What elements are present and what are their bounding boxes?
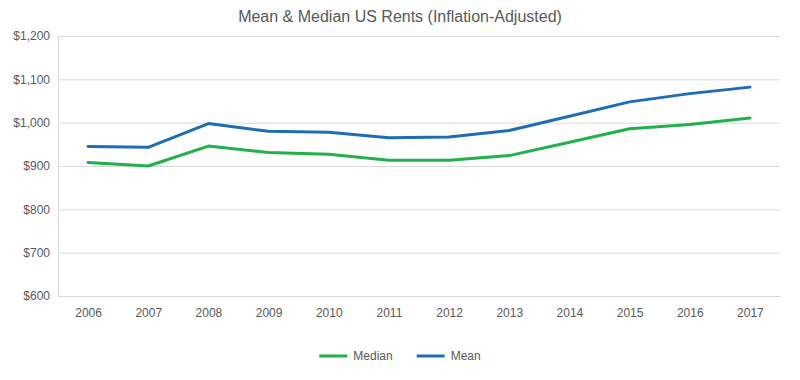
x-axis-line <box>59 296 781 297</box>
y-tick: $1,000 <box>13 116 780 130</box>
y-tick-label: $1,100 <box>13 73 50 87</box>
y-tick-label: $700 <box>23 246 50 260</box>
grid-line <box>58 79 780 80</box>
x-tick: 2007 <box>135 306 162 320</box>
x-tick-label: 2009 <box>256 306 283 320</box>
y-tick: $700 <box>23 246 780 260</box>
y-axis-line <box>59 37 781 297</box>
legend-swatch <box>319 355 347 358</box>
x-tick: 2011 <box>377 306 403 320</box>
x-tick: 2017 <box>737 306 764 320</box>
y-tick: $800 <box>23 203 780 217</box>
legend-swatch <box>417 355 445 358</box>
x-tick-label: 2015 <box>617 306 644 320</box>
legend-label: Mean <box>451 349 481 363</box>
x-tick-label: 2016 <box>677 306 704 320</box>
x-tick: 2009 <box>256 306 283 320</box>
x-tick-label: 2011 <box>377 306 403 320</box>
x-tick-label: 2010 <box>316 306 343 320</box>
x-tick: 2013 <box>496 306 523 320</box>
x-tick-label: 2014 <box>557 306 584 320</box>
x-tick-label: 2006 <box>75 306 102 320</box>
grid-line <box>58 123 780 124</box>
y-tick: $1,100 <box>13 73 780 87</box>
series-line <box>88 87 750 147</box>
x-tick: 2014 <box>557 306 584 320</box>
x-tick-label: 2017 <box>737 306 764 320</box>
y-tick: $600 <box>23 289 780 303</box>
grid-line <box>58 296 780 297</box>
series-group <box>88 87 750 166</box>
legend-item: Median <box>319 349 392 363</box>
grid-line <box>58 253 780 254</box>
y-tick: $1,200 <box>13 29 780 43</box>
chart: Mean & Median US Rents (Inflation-Adjust… <box>0 0 800 380</box>
x-tick-label: 2007 <box>135 306 162 320</box>
grid-line <box>58 166 780 167</box>
y-axis: $600 $700 $800 $900 $1,000 $1,100 $1,200 <box>13 29 780 303</box>
x-tick-label: 2013 <box>496 306 523 320</box>
y-tick-label: $600 <box>23 289 50 303</box>
x-tick-label: 2008 <box>196 306 223 320</box>
x-tick: 2015 <box>617 306 644 320</box>
x-tick: 2016 <box>677 306 704 320</box>
series-line <box>88 118 750 166</box>
y-tick-label: $1,200 <box>13 29 50 43</box>
legend-label: Median <box>353 349 392 363</box>
y-tick-label: $1,000 <box>13 116 50 130</box>
x-axis: 2006 2007 2008 2009 2010 2011 2012 2013 2014 2015… <box>59 297 781 320</box>
plot: $600$700$800$900$1,000$1,100$1,200200620… <box>13 29 780 319</box>
legend-item: Mean <box>417 349 481 363</box>
legend: Median Mean <box>319 349 480 363</box>
y-tick-label: $800 <box>23 203 50 217</box>
x-tick: 2012 <box>436 306 463 320</box>
title: Mean & Median US Rents (Inflation-Adjust… <box>238 8 562 25</box>
x-tick: 2008 <box>196 306 223 320</box>
x-tick: 2010 <box>316 306 343 320</box>
grid-line <box>58 36 780 37</box>
grid-line <box>58 209 780 210</box>
x-tick-label: 2012 <box>436 306 463 320</box>
y-tick-label: $900 <box>23 159 50 173</box>
x-tick: 2006 <box>75 306 102 320</box>
